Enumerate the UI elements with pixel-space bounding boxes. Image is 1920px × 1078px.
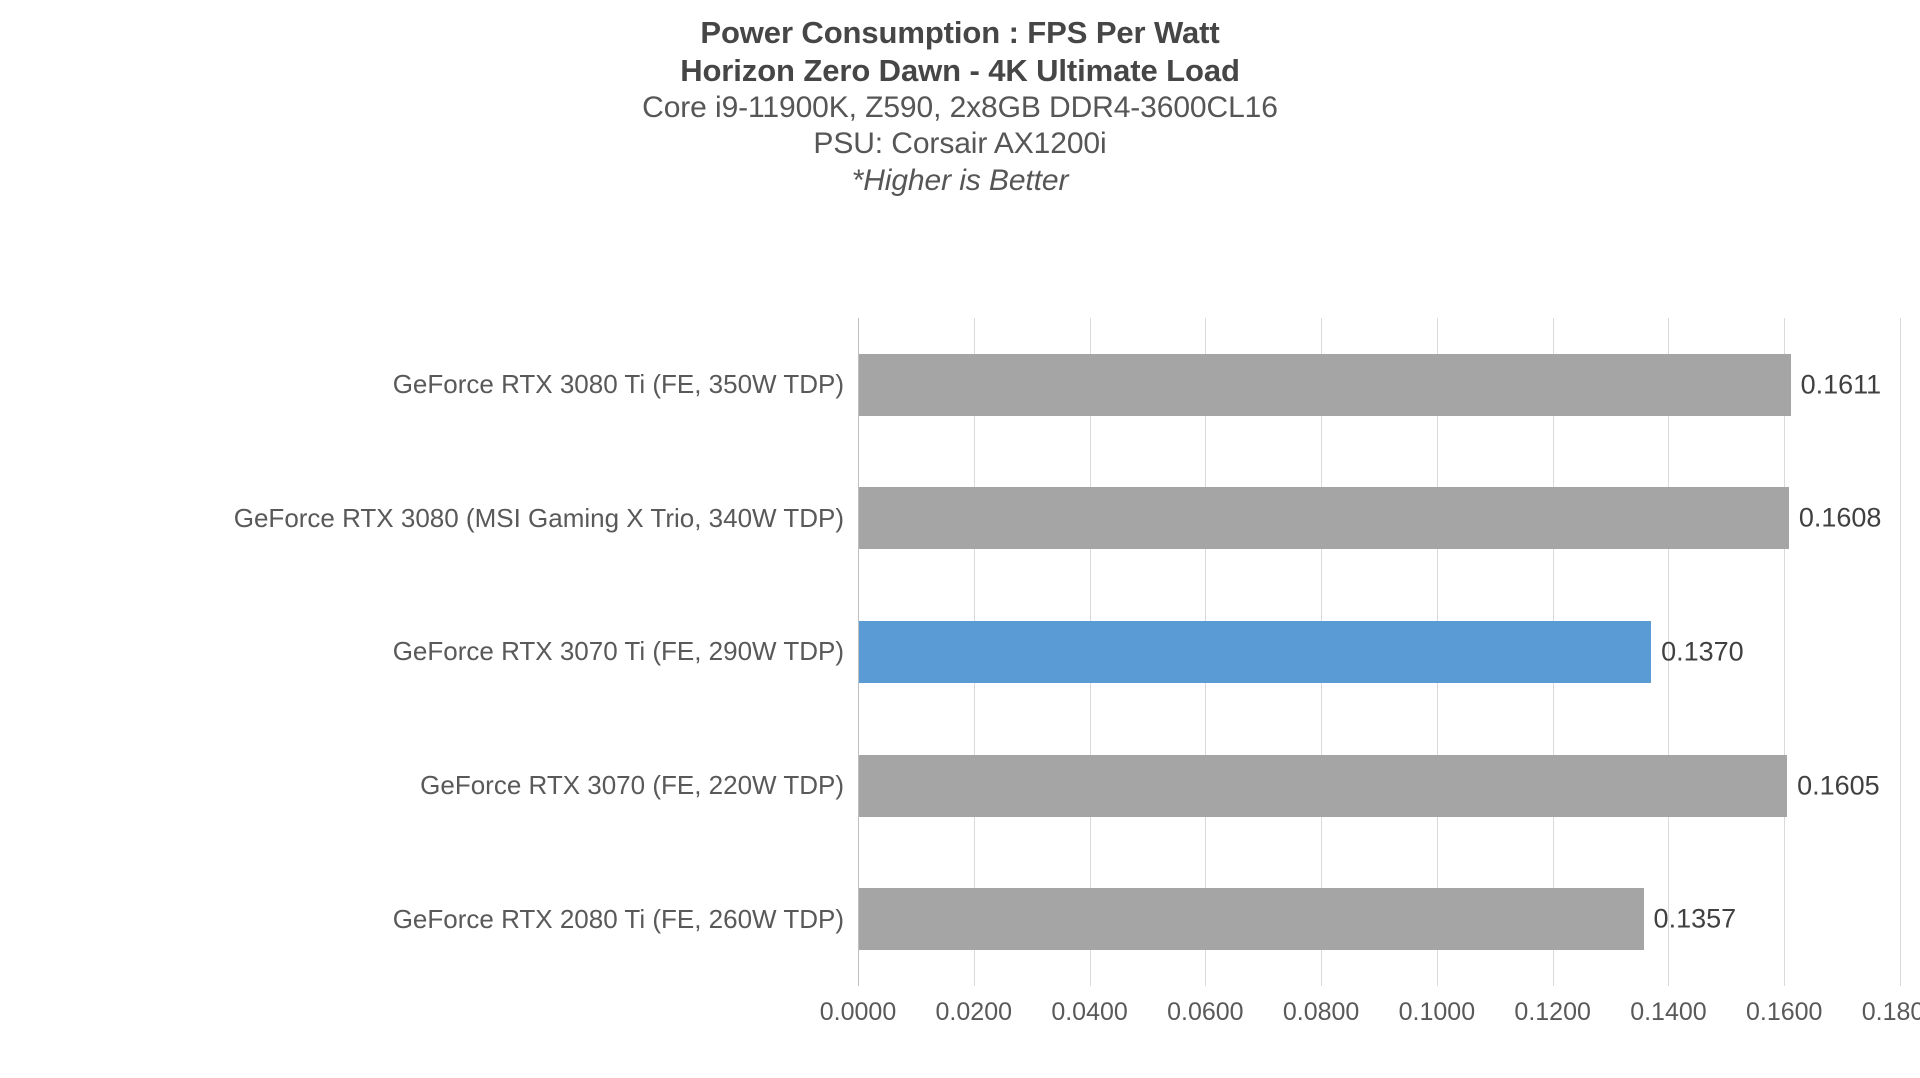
x-axis-tick-label: 0.0000 <box>819 998 897 1026</box>
bar-value-label: 0.1357 <box>1653 903 1737 934</box>
category-label: GeForce RTX 3070 Ti (FE, 290W TDP) <box>392 636 844 667</box>
chart-title-line-2: Horizon Zero Dawn - 4K Ultimate Load <box>680 52 1240 88</box>
bar-track: 0.1605 <box>858 719 1900 853</box>
bar[interactable]: 0.1605 <box>858 754 1880 817</box>
x-axis-tick-label: 0.0200 <box>935 998 1012 1026</box>
bar-value-label: 0.1605 <box>1797 770 1880 801</box>
bar-row[interactable]: GeForce RTX 3070 Ti (FE, 290W TDP) 0.1370 <box>0 585 1920 719</box>
bar-value-label: 0.1370 <box>1661 636 1744 667</box>
chart-title-line-3: Core i9-11900K, Z590, 2x8GB DDR4-3600CL1… <box>642 90 1278 124</box>
category-label: GeForce RTX 3080 (MSI Gaming X Trio, 340… <box>233 502 844 533</box>
x-axis-tick-label: 0.1800 <box>1861 998 1920 1026</box>
bar-row[interactable]: GeForce RTX 3080 (MSI Gaming X Trio, 340… <box>0 452 1920 586</box>
bar[interactable]: 0.1611 <box>858 353 1881 416</box>
bar[interactable]: 0.1608 <box>858 487 1881 550</box>
bar-row[interactable]: GeForce RTX 3070 (FE, 220W TDP) 0.1605 <box>0 719 1920 853</box>
category-label: GeForce RTX 3080 Ti (FE, 350W TDP) <box>392 369 844 400</box>
bar-track: 0.1608 <box>858 452 1900 586</box>
bar-track: 0.1357 <box>858 852 1900 986</box>
bar-rows-layer: GeForce RTX 3080 Ti (FE, 350W TDP) 0.1611… <box>0 318 1920 986</box>
chart-title-block: Power Consumption : FPS Per Watt Horizon… <box>0 14 1920 199</box>
x-axis-tick-label: 0.1200 <box>1514 998 1591 1026</box>
bar-value-label: 0.1611 <box>1800 369 1882 400</box>
chart-title-line-1: Power Consumption : FPS Per Watt <box>700 15 1220 50</box>
category-label: GeForce RTX 3070 (FE, 220W TDP) <box>420 770 844 801</box>
bar-row[interactable]: GeForce RTX 2080 Ti (FE, 260W TDP) 0.1357 <box>0 852 1920 986</box>
x-axis-tick-label: 0.0400 <box>1051 998 1128 1026</box>
chart-title-line-5: *Higher is Better <box>851 163 1069 197</box>
bar[interactable]: 0.1370 <box>858 620 1744 683</box>
bar-value-label: 0.1608 <box>1798 502 1882 533</box>
category-label: GeForce RTX 2080 Ti (FE, 260W TDP) <box>392 903 844 934</box>
x-axis-tick-label: 0.1400 <box>1630 998 1707 1026</box>
x-axis-tick-label: 0.0600 <box>1167 998 1244 1026</box>
gridline <box>1784 318 1786 986</box>
bar[interactable]: 0.1357 <box>858 888 1736 951</box>
bar-track: 0.1611 <box>858 318 1900 452</box>
value-axis-line <box>858 318 859 986</box>
bar-row[interactable]: GeForce RTX 3080 Ti (FE, 350W TDP) 0.1611 <box>0 318 1920 452</box>
gridline <box>1900 318 1901 986</box>
chart-title-line-4: PSU: Corsair AX1200i <box>813 127 1107 161</box>
x-axis-tick-label: 0.1000 <box>1398 998 1476 1026</box>
x-axis-tick-label: 0.0800 <box>1282 998 1360 1026</box>
bar-track: 0.1370 <box>858 585 1900 719</box>
gridline <box>1668 318 1670 986</box>
x-axis: 0.0000 0.0200 0.0400 0.0600 0.0800 0.1000 0.12… <box>820 986 1920 1056</box>
x-axis-tick-label: 0.1600 <box>1745 998 1823 1026</box>
